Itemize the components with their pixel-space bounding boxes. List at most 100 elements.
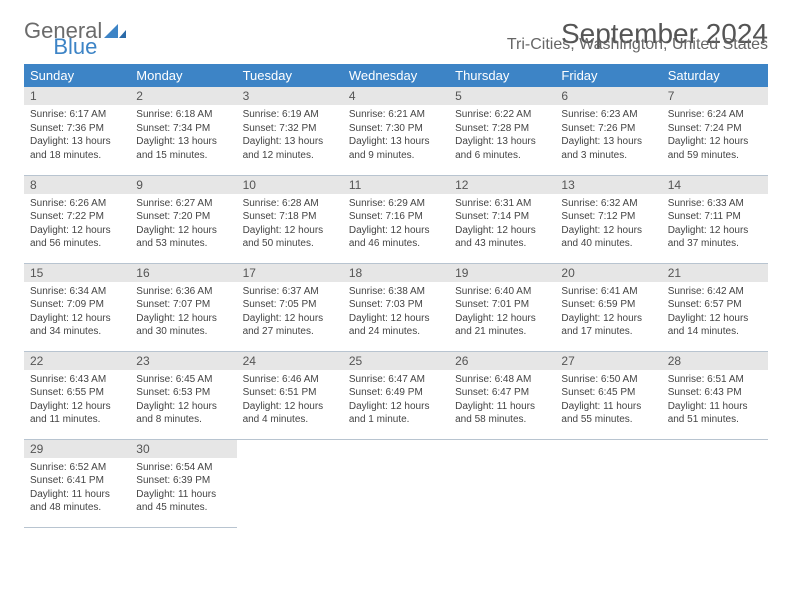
calendar-cell: 17Sunrise: 6:37 AMSunset: 7:05 PMDayligh…: [237, 263, 343, 351]
day-sunrise: Sunrise: 6:54 AM: [136, 461, 230, 475]
day-number: 11: [343, 176, 449, 194]
day-day2: and 46 minutes.: [349, 237, 443, 251]
day-sunrise: Sunrise: 6:41 AM: [561, 285, 655, 299]
calendar-cell: 3Sunrise: 6:19 AMSunset: 7:32 PMDaylight…: [237, 87, 343, 175]
day-day1: Daylight: 12 hours: [561, 224, 655, 238]
day-day1: Daylight: 13 hours: [243, 135, 337, 149]
day-day2: and 34 minutes.: [30, 325, 124, 339]
day-sunset: Sunset: 7:18 PM: [243, 210, 337, 224]
day-sunrise: Sunrise: 6:42 AM: [668, 285, 762, 299]
day-info: Sunrise: 6:19 AMSunset: 7:32 PMDaylight:…: [237, 105, 343, 166]
day-sunset: Sunset: 7:20 PM: [136, 210, 230, 224]
day-day1: Daylight: 13 hours: [349, 135, 443, 149]
calendar-cell: 19Sunrise: 6:40 AMSunset: 7:01 PMDayligh…: [449, 263, 555, 351]
day-sunset: Sunset: 6:45 PM: [561, 386, 655, 400]
location-subtitle: Tri-Cities, Washington, United States: [507, 36, 768, 54]
day-day1: Daylight: 11 hours: [30, 488, 124, 502]
day-info: Sunrise: 6:36 AMSunset: 7:07 PMDaylight:…: [130, 282, 236, 343]
day-sunrise: Sunrise: 6:27 AM: [136, 197, 230, 211]
day-day2: and 55 minutes.: [561, 413, 655, 427]
day-day2: and 15 minutes.: [136, 149, 230, 163]
day-sunset: Sunset: 7:28 PM: [455, 122, 549, 136]
calendar-cell: 13Sunrise: 6:32 AMSunset: 7:12 PMDayligh…: [555, 175, 661, 263]
calendar-cell: 2Sunrise: 6:18 AMSunset: 7:34 PMDaylight…: [130, 87, 236, 175]
day-number: 6: [555, 87, 661, 105]
day-day2: and 9 minutes.: [349, 149, 443, 163]
day-sunset: Sunset: 7:09 PM: [30, 298, 124, 312]
day-number: 27: [555, 352, 661, 370]
calendar-cell: 1Sunrise: 6:17 AMSunset: 7:36 PMDaylight…: [24, 87, 130, 175]
day-sunset: Sunset: 7:30 PM: [349, 122, 443, 136]
day-day2: and 37 minutes.: [668, 237, 762, 251]
day-sunset: Sunset: 6:41 PM: [30, 474, 124, 488]
day-day2: and 59 minutes.: [668, 149, 762, 163]
day-day2: and 18 minutes.: [30, 149, 124, 163]
day-day1: Daylight: 12 hours: [349, 312, 443, 326]
day-day1: Daylight: 12 hours: [30, 400, 124, 414]
day-info: Sunrise: 6:18 AMSunset: 7:34 PMDaylight:…: [130, 105, 236, 166]
day-sunset: Sunset: 6:55 PM: [30, 386, 124, 400]
day-day2: and 43 minutes.: [455, 237, 549, 251]
day-day2: and 24 minutes.: [349, 325, 443, 339]
day-number: 9: [130, 176, 236, 194]
day-sunrise: Sunrise: 6:31 AM: [455, 197, 549, 211]
day-info: Sunrise: 6:26 AMSunset: 7:22 PMDaylight:…: [24, 194, 130, 255]
day-day2: and 14 minutes.: [668, 325, 762, 339]
day-sunrise: Sunrise: 6:26 AM: [30, 197, 124, 211]
day-sunrise: Sunrise: 6:45 AM: [136, 373, 230, 387]
calendar-cell: [237, 439, 343, 527]
day-sunrise: Sunrise: 6:52 AM: [30, 461, 124, 475]
day-day2: and 40 minutes.: [561, 237, 655, 251]
day-number: 20: [555, 264, 661, 282]
day-sunrise: Sunrise: 6:38 AM: [349, 285, 443, 299]
day-info: Sunrise: 6:32 AMSunset: 7:12 PMDaylight:…: [555, 194, 661, 255]
day-sunset: Sunset: 7:14 PM: [455, 210, 549, 224]
day-number: 10: [237, 176, 343, 194]
day-day1: Daylight: 12 hours: [455, 312, 549, 326]
day-sunrise: Sunrise: 6:34 AM: [30, 285, 124, 299]
day-day2: and 56 minutes.: [30, 237, 124, 251]
day-info: Sunrise: 6:37 AMSunset: 7:05 PMDaylight:…: [237, 282, 343, 343]
calendar-cell: 24Sunrise: 6:46 AMSunset: 6:51 PMDayligh…: [237, 351, 343, 439]
calendar-row: 1Sunrise: 6:17 AMSunset: 7:36 PMDaylight…: [24, 87, 768, 175]
day-day1: Daylight: 12 hours: [136, 400, 230, 414]
day-number: 29: [24, 440, 130, 458]
day-info: Sunrise: 6:45 AMSunset: 6:53 PMDaylight:…: [130, 370, 236, 431]
day-sunrise: Sunrise: 6:47 AM: [349, 373, 443, 387]
day-sunrise: Sunrise: 6:46 AM: [243, 373, 337, 387]
day-day2: and 50 minutes.: [243, 237, 337, 251]
day-day2: and 48 minutes.: [30, 501, 124, 515]
calendar-cell: [662, 439, 768, 527]
day-day1: Daylight: 12 hours: [668, 135, 762, 149]
day-sunset: Sunset: 7:11 PM: [668, 210, 762, 224]
day-sunrise: Sunrise: 6:50 AM: [561, 373, 655, 387]
day-number: 22: [24, 352, 130, 370]
calendar-cell: 5Sunrise: 6:22 AMSunset: 7:28 PMDaylight…: [449, 87, 555, 175]
day-day1: Daylight: 13 hours: [561, 135, 655, 149]
day-sunset: Sunset: 7:16 PM: [349, 210, 443, 224]
day-sunrise: Sunrise: 6:21 AM: [349, 108, 443, 122]
calendar-cell: 25Sunrise: 6:47 AMSunset: 6:49 PMDayligh…: [343, 351, 449, 439]
calendar-cell: 7Sunrise: 6:24 AMSunset: 7:24 PMDaylight…: [662, 87, 768, 175]
logo-word2: Blue: [53, 34, 97, 60]
day-sunrise: Sunrise: 6:23 AM: [561, 108, 655, 122]
day-sunrise: Sunrise: 6:28 AM: [243, 197, 337, 211]
day-number: 26: [449, 352, 555, 370]
calendar-cell: [343, 439, 449, 527]
day-day2: and 8 minutes.: [136, 413, 230, 427]
day-number: 23: [130, 352, 236, 370]
day-day2: and 51 minutes.: [668, 413, 762, 427]
day-sunset: Sunset: 7:36 PM: [30, 122, 124, 136]
day-info: Sunrise: 6:27 AMSunset: 7:20 PMDaylight:…: [130, 194, 236, 255]
day-day2: and 4 minutes.: [243, 413, 337, 427]
day-info: Sunrise: 6:50 AMSunset: 6:45 PMDaylight:…: [555, 370, 661, 431]
calendar-cell: 27Sunrise: 6:50 AMSunset: 6:45 PMDayligh…: [555, 351, 661, 439]
day-day2: and 58 minutes.: [455, 413, 549, 427]
day-number: 12: [449, 176, 555, 194]
day-info: Sunrise: 6:33 AMSunset: 7:11 PMDaylight:…: [662, 194, 768, 255]
day-number: 4: [343, 87, 449, 105]
day-number: 17: [237, 264, 343, 282]
day-day1: Daylight: 12 hours: [30, 312, 124, 326]
day-sunrise: Sunrise: 6:22 AM: [455, 108, 549, 122]
calendar-row: 22Sunrise: 6:43 AMSunset: 6:55 PMDayligh…: [24, 351, 768, 439]
